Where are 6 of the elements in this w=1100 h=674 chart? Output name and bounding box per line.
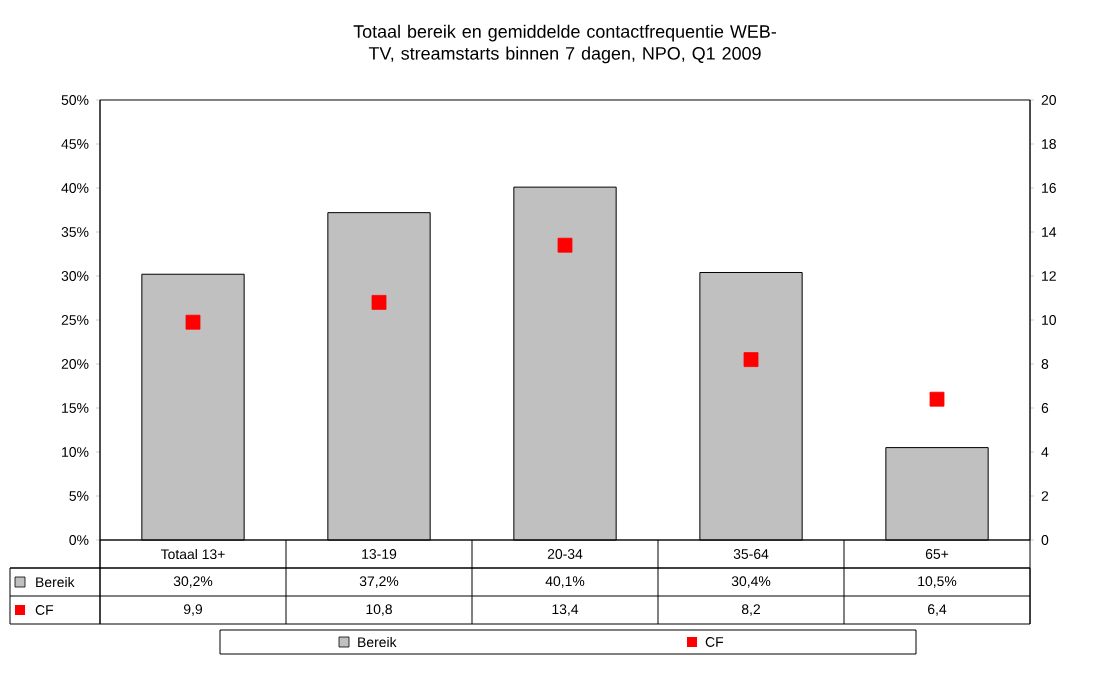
point — [557, 237, 573, 253]
chart-title: Totaal bereik en gemiddelde contactfrequentie WEB-TV, streamstarts binnen 7 dagen, NPO, Q1 2009 — [353, 24, 776, 64]
point — [743, 352, 759, 367]
point — [929, 391, 945, 407]
point — [371, 295, 387, 310]
point — [185, 314, 201, 330]
